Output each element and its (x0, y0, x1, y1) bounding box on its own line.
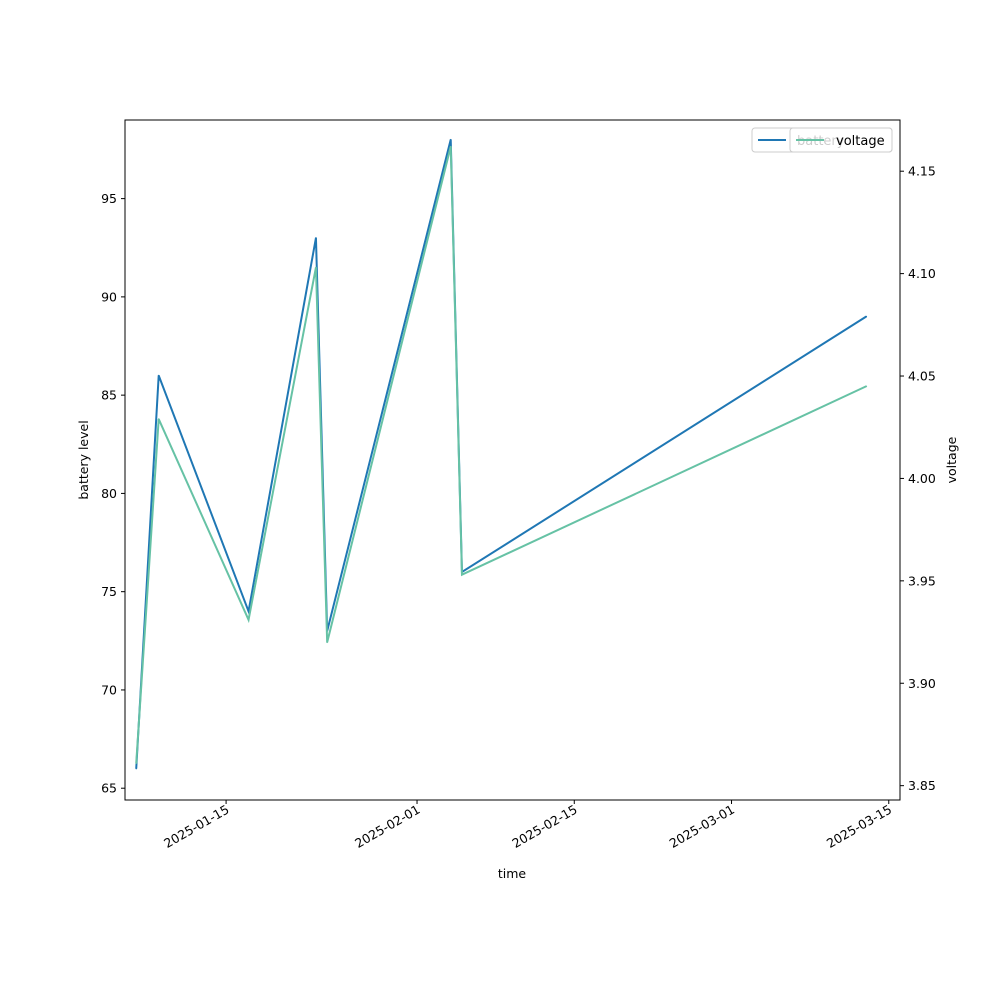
legend-right-axis: voltage (789, 127, 893, 153)
legend-right-box (789, 127, 893, 153)
y-tick-label-left: 75 (101, 584, 117, 599)
series-layer (135, 138, 868, 770)
y-tick-label-right: 4.05 (908, 369, 936, 384)
data-point-voltage (135, 762, 138, 764)
y-tick-label-right: 4.10 (908, 266, 936, 281)
data-point-battery (157, 374, 160, 377)
y-tick-label-right: 3.85 (908, 778, 936, 793)
data-point-voltage (326, 641, 328, 644)
y-tick-label-left: 95 (101, 191, 117, 206)
y-tick-label-left: 65 (101, 781, 117, 796)
data-point-voltage (865, 385, 868, 388)
data-point-voltage (315, 266, 317, 269)
y2-axis-label: voltage (944, 436, 959, 483)
data-point-battery (247, 610, 250, 613)
data-point-voltage (449, 145, 452, 148)
y-axis-left: 65 70 75 80 85 90 95 (101, 191, 125, 796)
y-tick-label-left: 90 (101, 289, 117, 304)
data-point-voltage (157, 418, 160, 420)
y-axis-label: battery level (76, 420, 91, 499)
y-axis-right: 3.85 3.90 3.95 4.00 4.05 4.10 4.15 (900, 164, 936, 793)
y-tick-label-left: 80 (101, 486, 117, 501)
data-point-voltage (247, 618, 250, 621)
y-tick-label-right: 3.90 (908, 676, 936, 691)
legend-voltage-label: voltage (836, 134, 885, 149)
series-line-voltage (135, 146, 867, 764)
y-tick-label-left: 85 (101, 388, 117, 403)
plot-frame (124, 119, 901, 801)
data-point-voltage (461, 573, 463, 576)
y-tick-label-right: 4.00 (908, 471, 936, 486)
x-axis-label: time (498, 866, 527, 881)
data-point-battery (135, 767, 138, 770)
data-point-battery (865, 315, 868, 318)
data-point-battery (315, 237, 317, 239)
y-tick-label-right: 4.15 (908, 164, 936, 179)
data-point-battery (449, 138, 452, 141)
y-tick-label-right: 3.95 (908, 573, 936, 588)
y-tick-label-left: 70 (101, 682, 117, 697)
